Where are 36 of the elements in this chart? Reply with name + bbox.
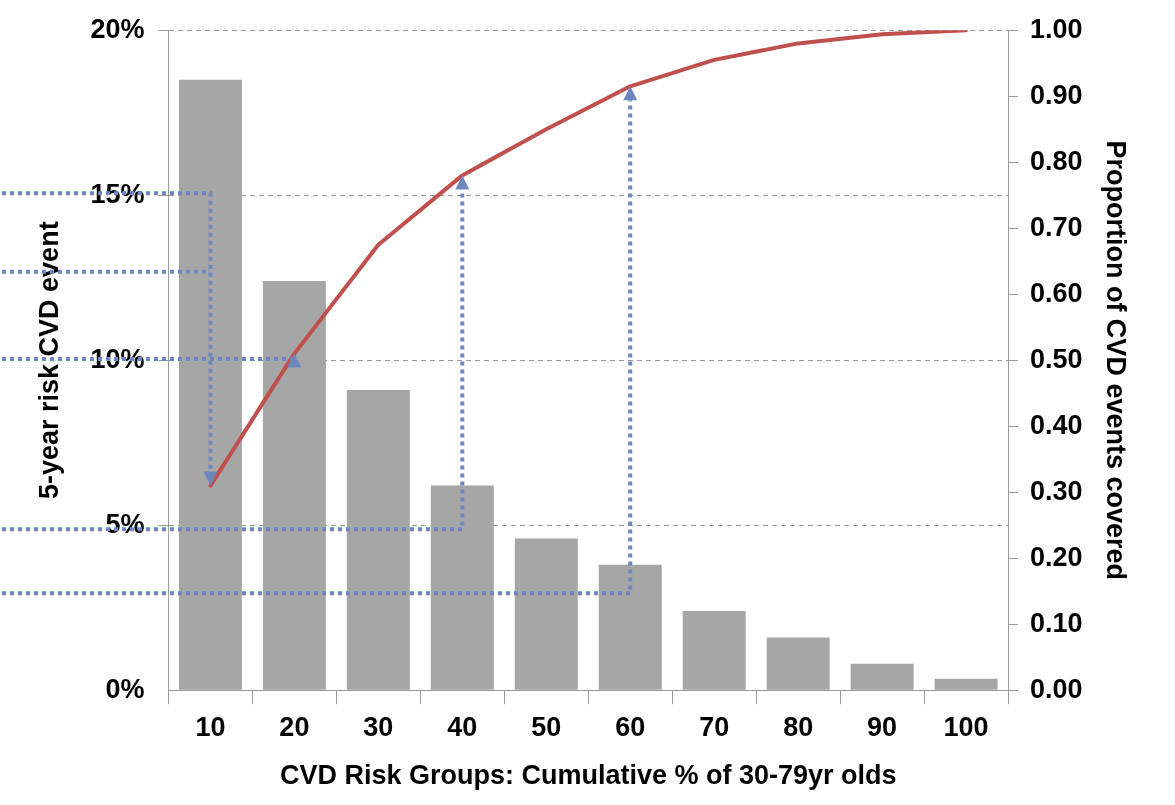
y2-tick-label: 0.30 — [1030, 475, 1083, 506]
y-tick-label: 20% — [90, 13, 145, 44]
bar — [178, 79, 242, 690]
y2-tick-label: 0.90 — [1030, 79, 1083, 110]
y2-tick-label: 1.00 — [1030, 13, 1083, 44]
bar — [682, 611, 746, 690]
bar — [598, 564, 662, 690]
bar — [262, 281, 326, 690]
y2-tick-label: 0.50 — [1030, 343, 1083, 374]
x-tick-label: 30 — [363, 711, 394, 742]
x-tick-label: 50 — [531, 711, 562, 742]
y-tick-label: 0% — [105, 673, 145, 704]
x-axis-title: CVD Risk Groups: Cumulative % of 30-79yr olds — [279, 760, 897, 791]
x-tick-label: 60 — [615, 711, 646, 742]
x-tick-label: 90 — [867, 711, 898, 742]
bar — [850, 663, 914, 690]
bar — [346, 389, 410, 690]
y2-tick-label: 0.60 — [1030, 277, 1083, 308]
y2-tick-label: 0.00 — [1030, 673, 1083, 704]
y2-tick-label: 0.10 — [1030, 607, 1083, 638]
x-tick-label: 10 — [195, 711, 226, 742]
y2-tick-label: 0.20 — [1030, 541, 1083, 572]
y2-tick-label: 0.70 — [1030, 211, 1083, 242]
y2-tick-label: 0.40 — [1030, 409, 1083, 440]
x-tick-label: 20 — [279, 711, 310, 742]
bar — [514, 538, 578, 690]
x-tick-label: 80 — [783, 711, 814, 742]
x-tick-label: 40 — [447, 711, 478, 742]
x-tick-label: 70 — [699, 711, 730, 742]
x-tick-label: 100 — [943, 711, 989, 742]
y-axis-title: 5-year risk CVD event — [33, 221, 64, 500]
y2-tick-label: 0.80 — [1030, 145, 1083, 176]
bar — [934, 678, 998, 690]
bar — [430, 485, 494, 690]
bar — [766, 637, 830, 690]
y2-axis-title: Proportion of CVD events covered — [1101, 140, 1132, 580]
